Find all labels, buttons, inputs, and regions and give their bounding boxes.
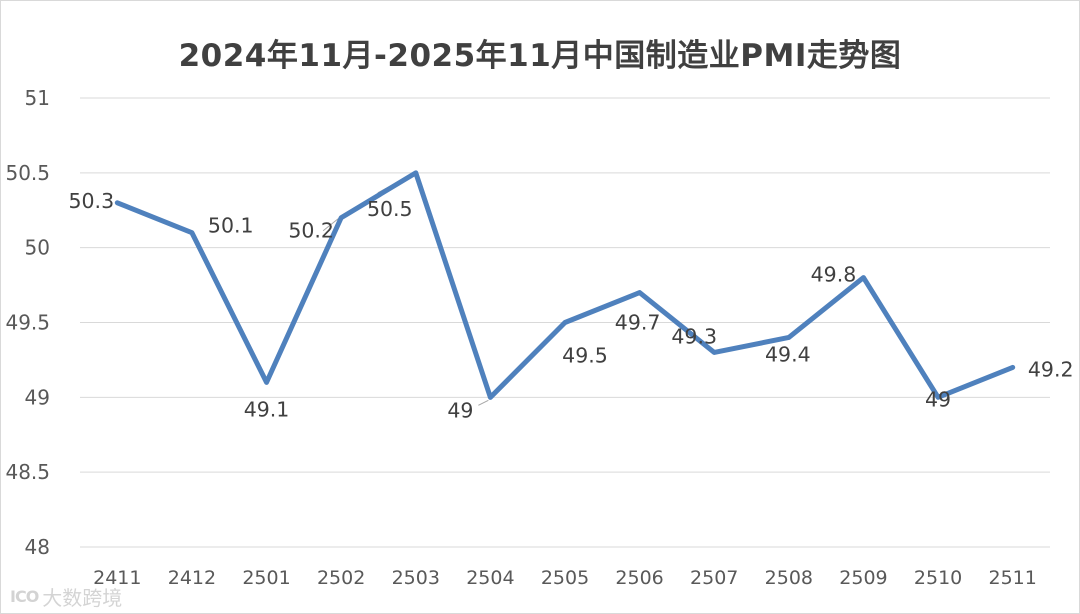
data-label: 49.3 xyxy=(671,324,717,348)
data-label: 49.1 xyxy=(244,397,290,421)
x-tick-label: 2411 xyxy=(93,567,141,589)
y-tick-label: 48.5 xyxy=(5,460,50,484)
label-leader-line xyxy=(322,218,339,232)
x-tick-label: 2501 xyxy=(242,567,290,589)
data-label: 49.4 xyxy=(765,342,811,366)
data-label: 49 xyxy=(447,398,473,422)
x-tick-label: 2508 xyxy=(765,567,813,589)
data-label: 49 xyxy=(925,387,951,411)
x-tick-label: 2507 xyxy=(690,567,738,589)
x-tick-label: 2502 xyxy=(317,567,365,589)
y-axis-ticks: 48 48.5 49 49.5 50 50.5 51 xyxy=(5,86,50,559)
data-label: 50.5 xyxy=(367,197,413,221)
data-label: 49.8 xyxy=(811,263,857,287)
x-tick-label: 2505 xyxy=(541,567,589,589)
y-tick-label: 51 xyxy=(25,86,50,110)
chart-title: 2024年11月-2025年11月中国制造业PMI走势图 xyxy=(178,38,902,74)
y-tick-label: 50.5 xyxy=(5,161,50,185)
series-line xyxy=(114,170,1016,400)
data-label: 49.2 xyxy=(1028,357,1074,381)
watermark-logo-icon: ICO xyxy=(10,587,39,606)
gridlines xyxy=(80,97,1050,548)
data-labels: 50.3 50.1 49.1 50.2 50.5 49 49.5 49.7 49.3 49.4 49… xyxy=(68,189,1073,423)
y-tick-label: 48 xyxy=(25,535,50,559)
data-label: 50.3 xyxy=(68,189,114,213)
x-tick-label: 2506 xyxy=(615,567,663,589)
x-tick-label: 2509 xyxy=(839,567,887,589)
x-tick-label: 2504 xyxy=(466,567,514,589)
y-tick-label: 49.5 xyxy=(5,311,50,335)
watermark: ICO 大数跨境 xyxy=(10,582,122,611)
data-label: 49.7 xyxy=(615,311,661,335)
x-axis-ticks: 2411 2412 2501 2502 2503 2504 2505 2506 2507 2508… xyxy=(93,567,1037,589)
x-tick-label: 2510 xyxy=(914,567,962,589)
data-label: 50.2 xyxy=(288,219,334,243)
data-label: 49.5 xyxy=(562,344,608,368)
x-tick-label: 2511 xyxy=(989,567,1037,589)
x-tick-label: 2412 xyxy=(168,567,216,589)
y-tick-label: 50 xyxy=(25,236,50,260)
series-line-group xyxy=(114,170,1016,400)
label-leader-line xyxy=(478,399,489,406)
data-label: 50.1 xyxy=(208,214,254,238)
x-tick-label: 2503 xyxy=(392,567,440,589)
watermark-text: 大数跨境 xyxy=(42,586,123,610)
y-tick-label: 49 xyxy=(25,385,50,409)
